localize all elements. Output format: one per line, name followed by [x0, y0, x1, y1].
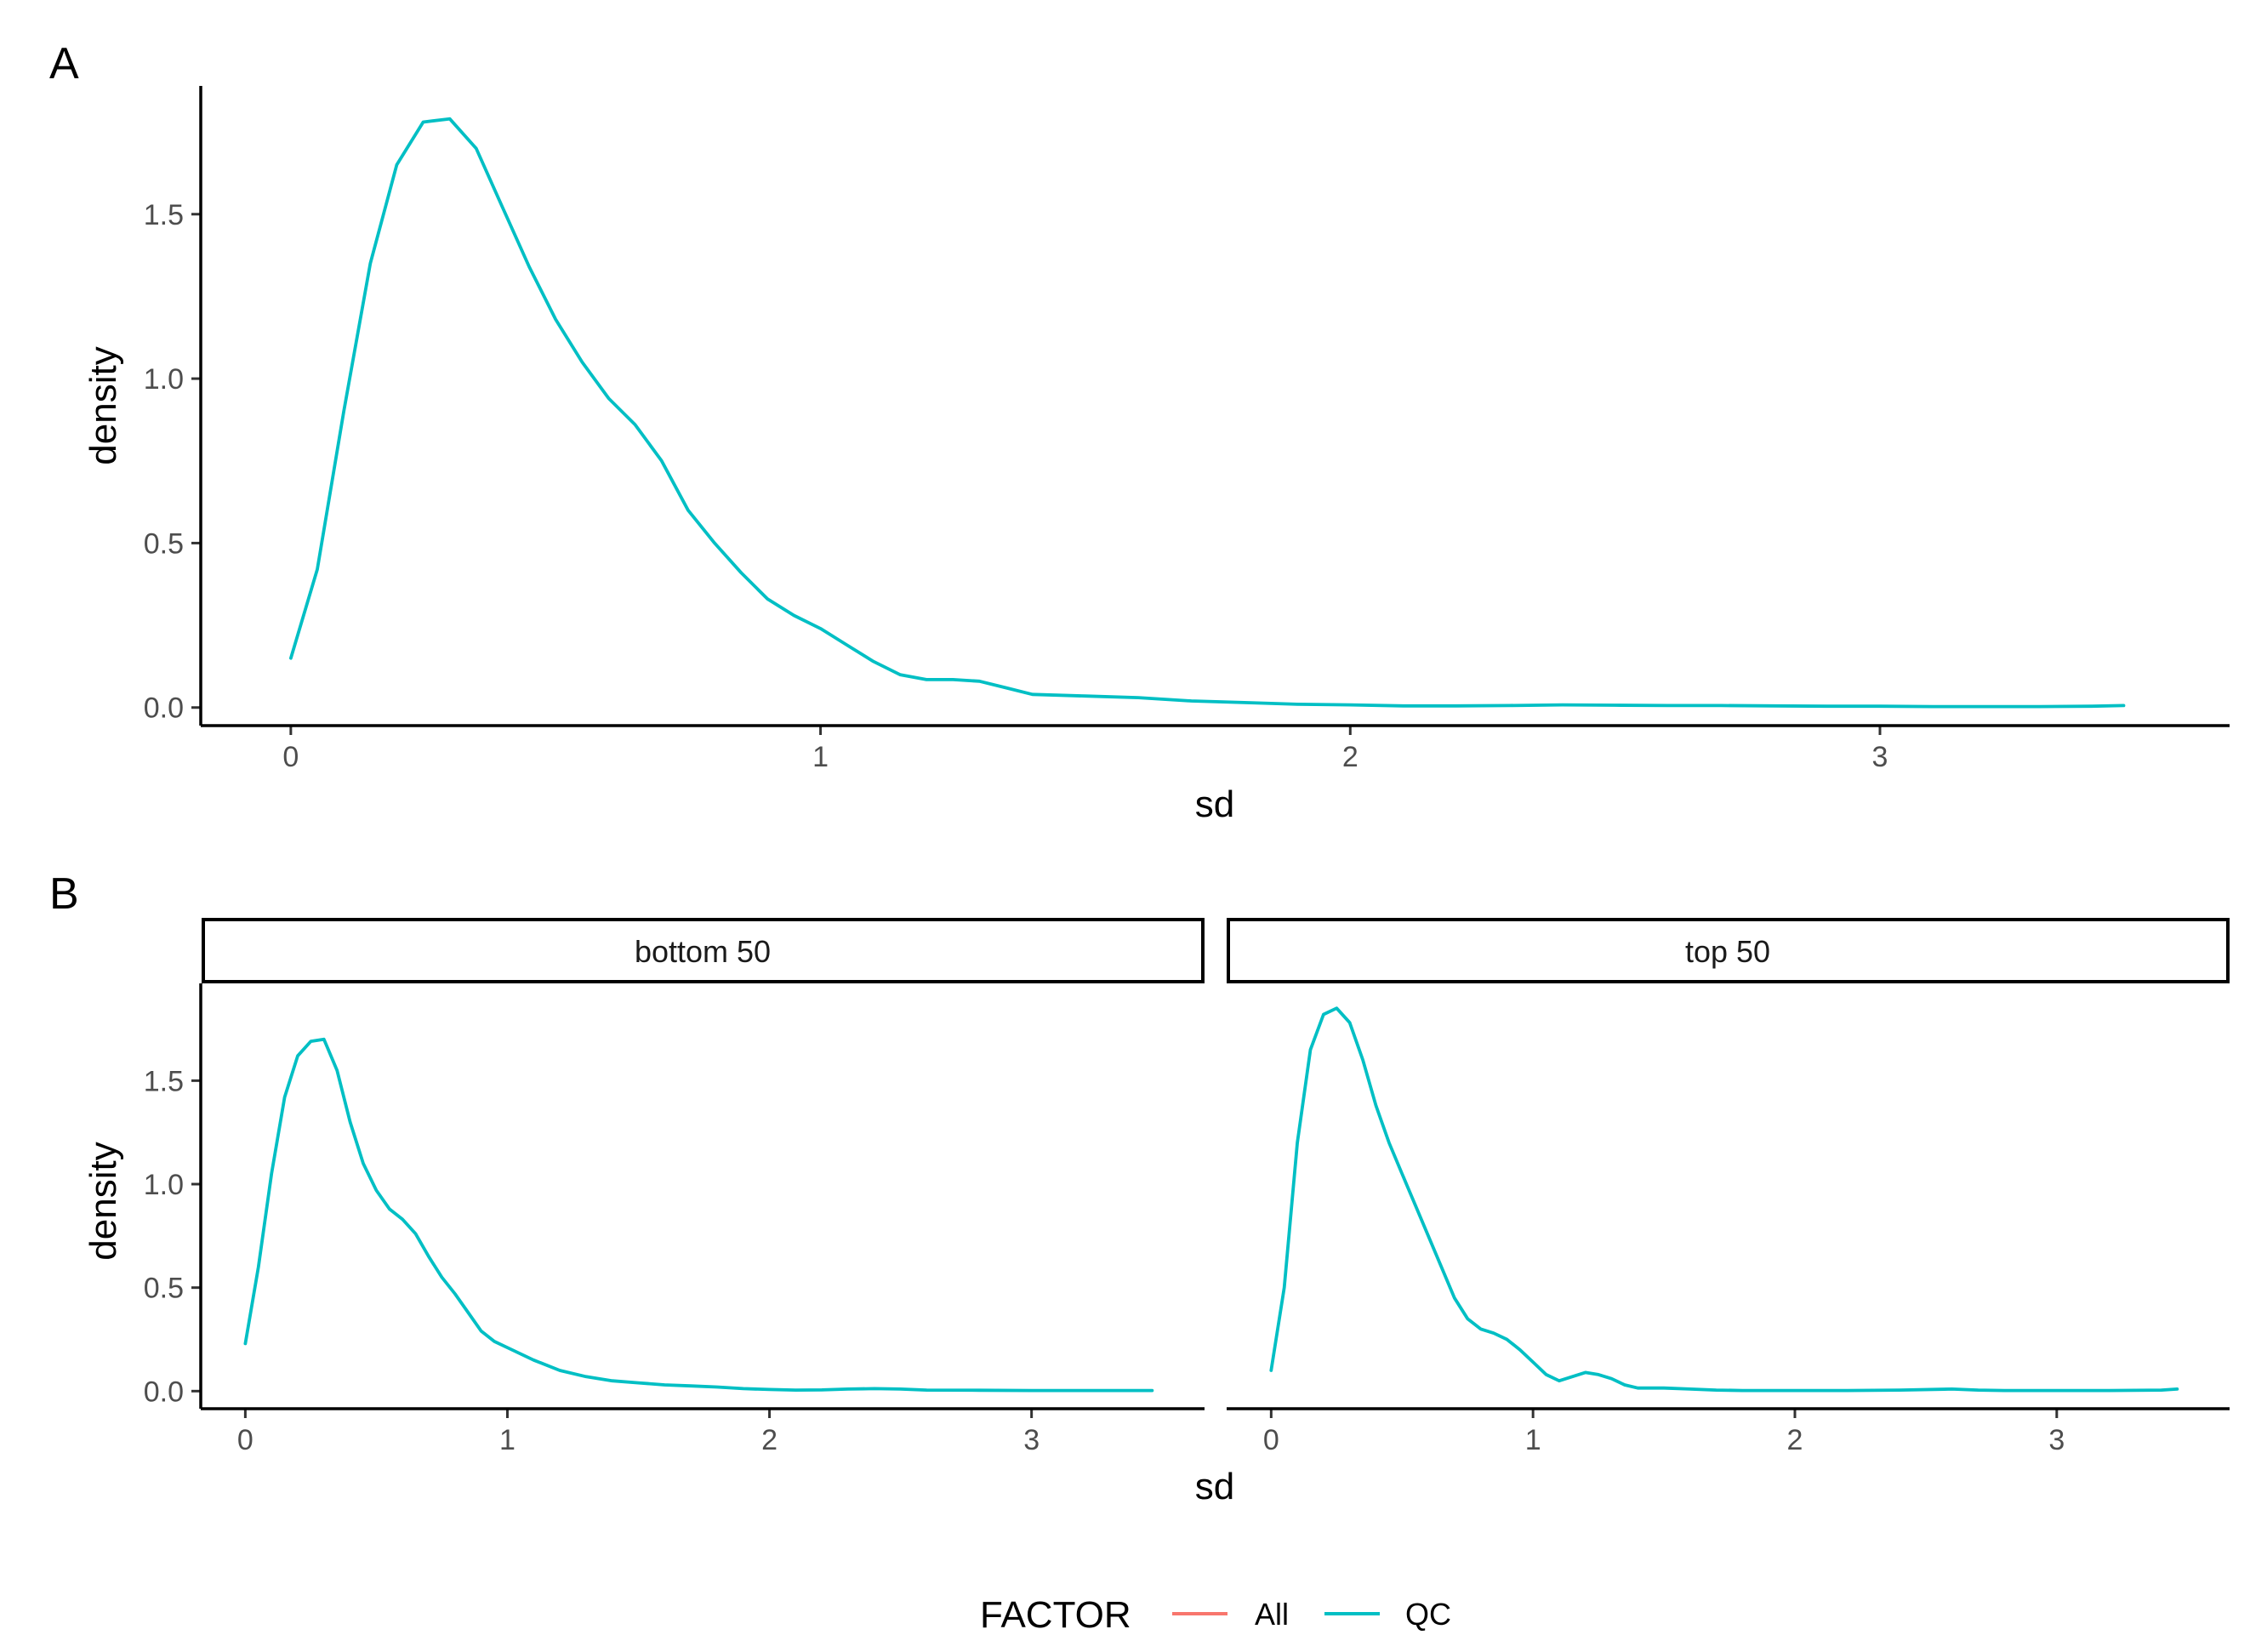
panel-a-x-tick-label: 1: [812, 741, 829, 773]
panel-b-top-50-density-lines: [1269, 1006, 2179, 1393]
panel-a-x-tick-label: 0: [282, 741, 299, 773]
strip-bottom-50: [202, 918, 1205, 983]
legend-label-qc: QC: [1405, 1597, 1451, 1632]
panel-a-y-tick-label: 1.0: [144, 363, 184, 396]
panel-b-bottom-50-x-axis-ticks: 0 1 2 3: [237, 1409, 1040, 1456]
panel-b-y-axis-ticks: 0.0 0.5 1.0 1.5: [144, 1065, 201, 1408]
panel-a-x-tick-label: 3: [1872, 741, 1888, 773]
panel-a-y-axis-title: density: [83, 346, 124, 464]
panel-b-top-50-x-tick-label: 0: [1263, 1424, 1279, 1456]
panel-a-density-line-qc: [289, 117, 2126, 709]
panel-a-x-axis-title: sd: [1195, 783, 1234, 825]
panel-b-y-tick-label: 0.0: [144, 1376, 184, 1408]
panel-b-y-tick-label: 0.5: [144, 1273, 184, 1305]
panel-a-y-axis-ticks: 0.0 0.5 1.0 1.5: [144, 199, 201, 725]
panel-b-y-tick-label: 1.0: [144, 1169, 184, 1201]
panel-a-x-axis-ticks: 0 1 2 3: [282, 726, 1888, 773]
panel-a-y-tick-label: 0.0: [144, 692, 184, 725]
panel-a-x-tick-label: 2: [1342, 741, 1358, 773]
panel-b-bottom-50-x-tick-label: 3: [1023, 1424, 1040, 1456]
legend-label-all: All: [1255, 1597, 1289, 1632]
strip-top-50: [1227, 918, 2230, 983]
panel-b-bottom-50-x-tick-label: 2: [761, 1424, 778, 1456]
panel-b-top-50-x-tick-label: 3: [2048, 1424, 2065, 1456]
panel-a-density-lines: [289, 117, 2126, 709]
panel-a-tag: A: [49, 39, 79, 88]
panel-b-bottom-50-x-tick-label: 1: [499, 1424, 515, 1456]
panel-a-y-tick-label: 0.5: [144, 527, 184, 560]
panel-b-y-axis-title: density: [83, 1142, 124, 1260]
panel-b-top-50-x-axis-ticks: 0 1 2 3: [1263, 1409, 2065, 1456]
panel-b-top-50-x-tick-label: 2: [1787, 1424, 1803, 1456]
legend-title: FACTOR: [980, 1594, 1131, 1636]
panel-a-y-tick-label: 1.5: [144, 199, 184, 231]
panel-b-top-50-x-tick-label: 1: [1525, 1424, 1541, 1456]
strip-label-top-50: top 50: [1685, 934, 1770, 969]
panel-b: B bottom 50 top 50 0.0 0.5 1.0 1.5 0 1 2 3 0 1 2…: [49, 869, 2230, 1507]
panel-b-bottom-50-x-tick-label: 0: [237, 1424, 253, 1456]
panel-b-y-tick-label: 1.5: [144, 1065, 184, 1097]
panel-b-top-50-density-line-qc: [1269, 1006, 2179, 1393]
panel-a: A 0 1 2 3 0.0 0.5 1.0 1.5 sd density: [49, 39, 2230, 825]
panel-b-tag: B: [49, 869, 79, 919]
legend: FACTOR All QC: [980, 1594, 1451, 1636]
panel-b-bottom-50-density-line-qc: [243, 1037, 1154, 1393]
panel-b-x-axis-title: sd: [1195, 1466, 1234, 1507]
strip-label-bottom-50: bottom 50: [635, 934, 771, 969]
panel-b-bottom-50-density-lines: [243, 1037, 1154, 1393]
